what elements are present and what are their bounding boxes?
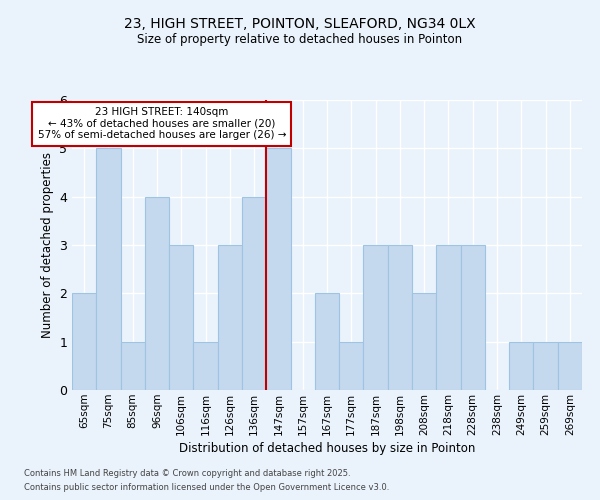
- Bar: [436, 245, 461, 390]
- Bar: [461, 245, 485, 390]
- Bar: [169, 245, 193, 390]
- Y-axis label: Number of detached properties: Number of detached properties: [41, 152, 53, 338]
- Bar: [96, 148, 121, 390]
- Text: Size of property relative to detached houses in Pointon: Size of property relative to detached ho…: [137, 32, 463, 46]
- Bar: [72, 294, 96, 390]
- Bar: [388, 245, 412, 390]
- X-axis label: Distribution of detached houses by size in Pointon: Distribution of detached houses by size …: [179, 442, 475, 455]
- Text: Contains HM Land Registry data © Crown copyright and database right 2025.: Contains HM Land Registry data © Crown c…: [24, 468, 350, 477]
- Bar: [509, 342, 533, 390]
- Bar: [218, 245, 242, 390]
- Text: Contains public sector information licensed under the Open Government Licence v3: Contains public sector information licen…: [24, 484, 389, 492]
- Bar: [193, 342, 218, 390]
- Bar: [339, 342, 364, 390]
- Bar: [266, 148, 290, 390]
- Text: 23, HIGH STREET, POINTON, SLEAFORD, NG34 0LX: 23, HIGH STREET, POINTON, SLEAFORD, NG34…: [124, 18, 476, 32]
- Bar: [412, 294, 436, 390]
- Bar: [558, 342, 582, 390]
- Bar: [242, 196, 266, 390]
- Bar: [533, 342, 558, 390]
- Bar: [145, 196, 169, 390]
- Bar: [315, 294, 339, 390]
- Text: 23 HIGH STREET: 140sqm
← 43% of detached houses are smaller (20)
57% of semi-det: 23 HIGH STREET: 140sqm ← 43% of detached…: [38, 108, 286, 140]
- Bar: [121, 342, 145, 390]
- Bar: [364, 245, 388, 390]
